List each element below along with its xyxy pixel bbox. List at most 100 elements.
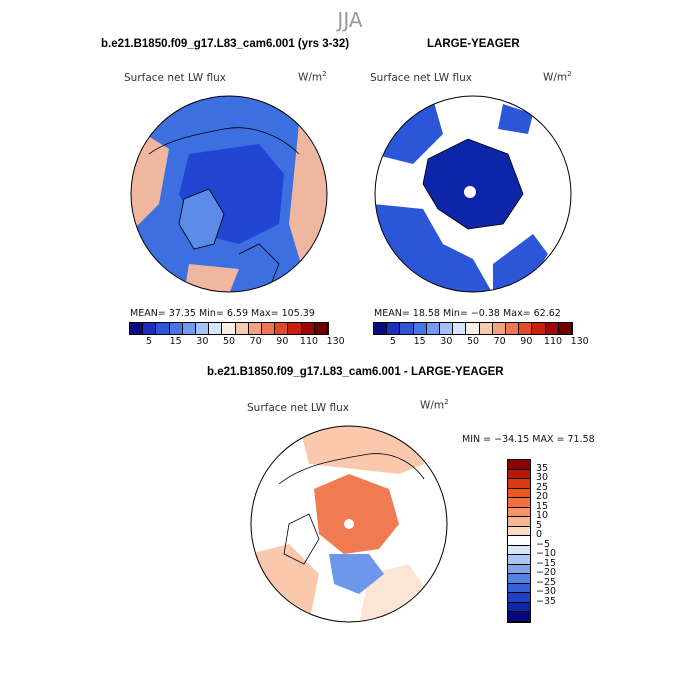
colorbar-swatch [532,323,546,334]
map-land-outline [283,513,320,565]
colorbar-tick-label: 130 [326,336,345,347]
colorbar-swatch [506,323,520,334]
colorbar-tick-label: 15 [536,500,549,512]
colorbar-tick-label: 10 [536,510,549,522]
colorbar-tick-label: 20 [536,491,549,503]
colorbar-tick-label: 5 [389,336,397,347]
panel-2-units: W/m2 [543,70,572,84]
panel-1-polar-map [130,95,328,293]
colorbar-tick-label: 50 [222,336,236,347]
map-greenland [179,189,224,249]
colorbar-swatch [453,323,467,334]
colorbar-swatch [413,323,427,334]
season-title: JJA [337,8,363,32]
colorbar-tick-label: 15 [169,336,182,347]
colorbar-tick-label: 110 [299,336,319,347]
colorbar-swatch [426,323,441,334]
map-diff-warm [314,474,399,554]
colorbar-tick-label: 130 [570,336,589,347]
panel-3-title: b.e21.B1850.f09_g17.L83_cam6.001 - LARGE… [207,366,504,378]
colorbar-swatch [508,507,530,518]
panel-3-variable: Surface net LW flux [247,402,349,414]
colorbar-swatch [314,323,329,334]
colorbar-swatch [508,469,530,480]
colorbar-swatch [387,323,401,334]
map-land-outline [278,453,425,485]
panel-2-colorbar-labels: 5 15 30 50 70 90 110 130 [373,336,589,348]
map-arctic-core [423,139,523,229]
colorbar-swatch [275,323,289,334]
colorbar-tick-label: 90 [276,336,289,347]
colorbar-tick-label: −20 [536,567,557,579]
colorbar-tick-label: 30 [196,336,209,347]
colorbar-swatch [182,323,197,334]
map-pole-hole [344,519,354,529]
colorbar-swatch [558,323,573,334]
colorbar-swatch [508,612,530,622]
colorbar-tick-label: 50 [466,336,480,347]
map-ocean [493,234,548,292]
colorbar-tick-label: 30 [440,336,453,347]
panel-3-units: W/m2 [420,398,449,412]
colorbar-swatch [301,323,315,334]
colorbar-tick-label: 25 [536,481,549,493]
colorbar-swatch [508,536,530,546]
colorbar-tick-label: 5 [145,336,153,347]
map-border [250,425,448,623]
colorbar-swatch [209,323,223,334]
colorbar-tick-label: −30 [536,586,557,598]
colorbar-swatch [508,593,530,603]
colorbar-tick-label: 5 [536,519,543,531]
colorbar-swatch [130,323,144,334]
colorbar-tick-label: −25 [536,576,557,588]
colorbar-swatch [169,323,183,334]
panel-2-polar-map [374,95,572,293]
panel-1-colorbar [129,322,329,335]
map-warm-region [184,264,239,292]
panel-3-polar-map [250,425,448,623]
colorbar-swatch [508,545,530,556]
colorbar-tick-label: 110 [543,336,563,347]
map-ocean [498,104,533,134]
colorbar-swatch [508,555,530,565]
colorbar-tick-label: −10 [536,548,557,560]
colorbar-swatch [288,323,302,334]
panel-1-colorbar-labels: 5 15 30 50 70 90 110 130 [129,336,345,348]
map-land-outline [238,243,280,290]
colorbar-tick-label: 90 [520,336,533,347]
colorbar-swatch [235,323,249,334]
colorbar-swatch [222,323,236,334]
colorbar-swatch [508,517,530,527]
colorbar-tick-label: 70 [249,336,262,347]
map-land-outline [178,188,225,250]
colorbar-swatch [466,323,480,334]
colorbar-swatch [374,323,388,334]
colorbar-swatch [519,323,533,334]
colorbar-swatch [196,323,210,334]
colorbar-swatch [143,323,157,334]
colorbar-tick-label: 15 [413,336,426,347]
colorbar-swatch [479,323,493,334]
colorbar-tick-label: 0 [536,529,543,541]
map-land-outline [148,127,300,155]
map-border [130,95,328,293]
panel-1-units: W/m2 [298,70,327,84]
colorbar-swatch [248,323,263,334]
colorbar-swatch [508,460,530,470]
colorbar-swatch [508,564,530,575]
colorbar-tick-label: −15 [536,557,557,569]
colorbar-swatch [545,323,559,334]
panel-3-stats: MIN = −34.15 MAX = 71.58 [462,434,595,445]
colorbar-swatch [508,498,530,508]
colorbar-tick-label: −35 [536,595,557,607]
colorbar-swatch [400,323,414,334]
colorbar-tick-label: 30 [536,472,549,484]
colorbar-swatch [508,602,530,613]
colorbar-tick-label: 70 [493,336,506,347]
map-diff-cool [329,554,384,594]
colorbar-swatch [508,583,530,594]
panel-3-colorbar-labels: 35 30 25 20 15 10 5 0 −5 −10 −15 −20 −25 −30 −35 [536,459,596,629]
colorbar-swatch [492,323,507,334]
map-land-outline [422,138,524,230]
map-border [374,95,572,293]
